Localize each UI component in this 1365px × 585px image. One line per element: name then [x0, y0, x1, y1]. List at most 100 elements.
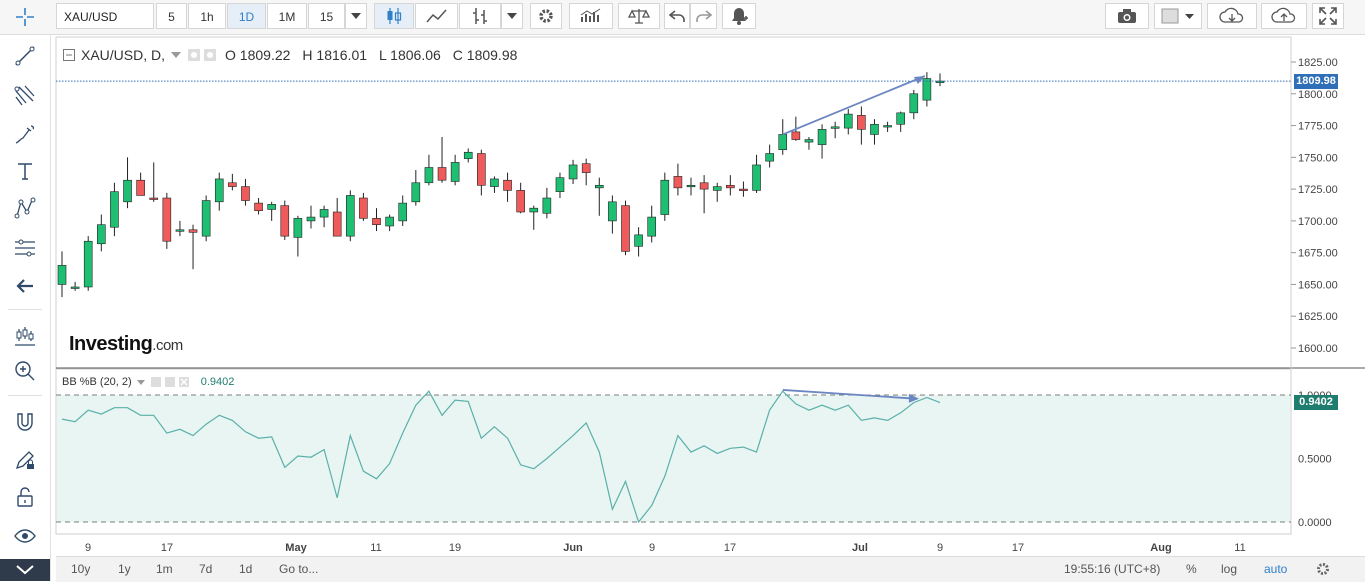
indicator-value-badge: 0.9402 — [1294, 395, 1338, 411]
symbol-input[interactable]: XAU/USD — [56, 3, 154, 29]
candle-body — [516, 190, 525, 213]
save-layout-button[interactable] — [1261, 3, 1307, 29]
candle-body — [542, 197, 552, 214]
bars-style-button[interactable] — [459, 3, 501, 29]
lock-drawing-tool[interactable] — [0, 445, 50, 475]
log-scale-toggle[interactable]: log — [1221, 562, 1238, 576]
visibility-tool[interactable] — [0, 521, 50, 551]
candle-body — [319, 209, 329, 218]
range-1d[interactable]: 1d — [239, 562, 253, 576]
load-layout-button[interactable] — [1207, 3, 1257, 29]
interval-15[interactable]: 15 — [308, 3, 345, 29]
lock-tool[interactable] — [0, 482, 50, 512]
candle-body — [870, 123, 879, 135]
candle-body — [332, 211, 342, 237]
candle-body — [608, 201, 617, 222]
toolbar-collapse-button[interactable] — [0, 559, 50, 581]
toolbar-divider — [8, 309, 42, 310]
chevron-down-icon[interactable] — [136, 379, 145, 385]
legend-symbol: XAU/USD, D, — [81, 47, 166, 63]
alert-button[interactable] — [722, 3, 756, 29]
main-pane-frame — [55, 36, 1292, 369]
interval-1h[interactable]: 1h — [188, 3, 226, 29]
interval-1m[interactable]: 1M — [267, 3, 307, 29]
hide-toolbar-button[interactable] — [0, 271, 50, 301]
collapse-icon[interactable] — [63, 49, 75, 61]
candle-body — [70, 286, 80, 289]
trend-line-tool[interactable] — [0, 41, 50, 71]
text-tool[interactable] — [0, 156, 50, 186]
candle-body — [188, 229, 198, 233]
time-tick-label: 17 — [161, 542, 173, 554]
lock-icon — [17, 487, 33, 507]
indicators-button[interactable] — [569, 3, 613, 29]
auto-scale-toggle[interactable]: auto — [1264, 562, 1288, 576]
chart-style-dropdown[interactable] — [501, 3, 523, 29]
chart-layout-tool[interactable] — [0, 320, 50, 350]
bb-trend-arrow-head — [908, 393, 919, 403]
candle-body — [581, 163, 591, 173]
line-style-button[interactable] — [415, 3, 458, 29]
undo-button[interactable] — [664, 3, 690, 29]
fullscreen-button[interactable] — [1312, 3, 1344, 29]
interval-5[interactable]: 5 — [156, 3, 187, 29]
pattern-tool[interactable] — [0, 193, 50, 223]
percent-scale-toggle[interactable]: % — [1186, 562, 1197, 576]
bb-band-fill — [57, 395, 1290, 522]
brush-icon — [15, 125, 35, 144]
pencil-lock-icon — [15, 451, 34, 470]
interval-1d[interactable]: 1D — [227, 3, 266, 29]
go-to-date-button[interactable]: Go to... — [279, 562, 319, 576]
time-tick-label: Jun — [563, 542, 583, 554]
candle-body — [804, 139, 814, 143]
crosshair-tool[interactable] — [0, 0, 50, 34]
area-chart-icon — [425, 9, 447, 23]
candle-body — [490, 178, 499, 187]
candle-body — [110, 191, 119, 228]
arrow-left-icon — [16, 279, 33, 293]
redo-button[interactable] — [690, 3, 717, 29]
candle-body — [136, 179, 145, 196]
chart-settings-button[interactable] — [1315, 561, 1331, 577]
zoom-in-icon — [15, 361, 35, 381]
measure-tool[interactable] — [0, 233, 50, 263]
legend-controls-icon[interactable] — [187, 48, 219, 62]
snapshot-button[interactable] — [1105, 3, 1149, 29]
candle-body — [228, 182, 237, 187]
brush-tool[interactable] — [0, 119, 50, 149]
candle-body — [529, 207, 539, 213]
range-10y[interactable]: 10y — [71, 562, 91, 576]
pitchfork-icon — [14, 85, 35, 106]
cloud-download-icon — [1219, 7, 1244, 23]
magnet-tool[interactable] — [0, 407, 50, 437]
time-tick-label: 19 — [449, 542, 461, 554]
color-picker-icon — [1161, 8, 1194, 24]
fib-tool[interactable] — [0, 80, 50, 110]
bell-icon — [732, 8, 748, 25]
compare-button[interactable] — [618, 3, 660, 29]
time-tick-label: Jul — [852, 542, 868, 554]
range-1y[interactable]: 1y — [118, 562, 131, 576]
legend-open: O 1809.22 — [225, 47, 291, 63]
candle-body — [149, 197, 159, 200]
drawing-toolbar — [0, 35, 51, 581]
candle-body — [555, 177, 565, 192]
time-tick-label: 11 — [370, 542, 381, 554]
indicator-controls-icon[interactable] — [150, 376, 196, 388]
top-toolbar: XAU/USD 5 1h 1D 1M 15 — [0, 0, 1365, 35]
interval-dropdown[interactable] — [345, 3, 367, 29]
legend-low: L 1806.06 — [379, 47, 441, 63]
chevron-down-icon[interactable] — [171, 52, 182, 58]
candles-style-button[interactable] — [374, 3, 414, 29]
candle-body — [437, 167, 447, 181]
settings-button[interactable] — [530, 3, 562, 29]
range-1m[interactable]: 1m — [156, 562, 173, 576]
candle-body — [699, 182, 709, 190]
candle-body — [896, 112, 905, 125]
undo-icon — [669, 10, 685, 22]
zoom-in-tool[interactable] — [0, 356, 50, 386]
clock-display[interactable]: 19:55:16 (UTC+8) — [1064, 562, 1161, 576]
range-7d[interactable]: 7d — [199, 562, 213, 576]
fullscreen-color-button[interactable] — [1154, 3, 1202, 29]
